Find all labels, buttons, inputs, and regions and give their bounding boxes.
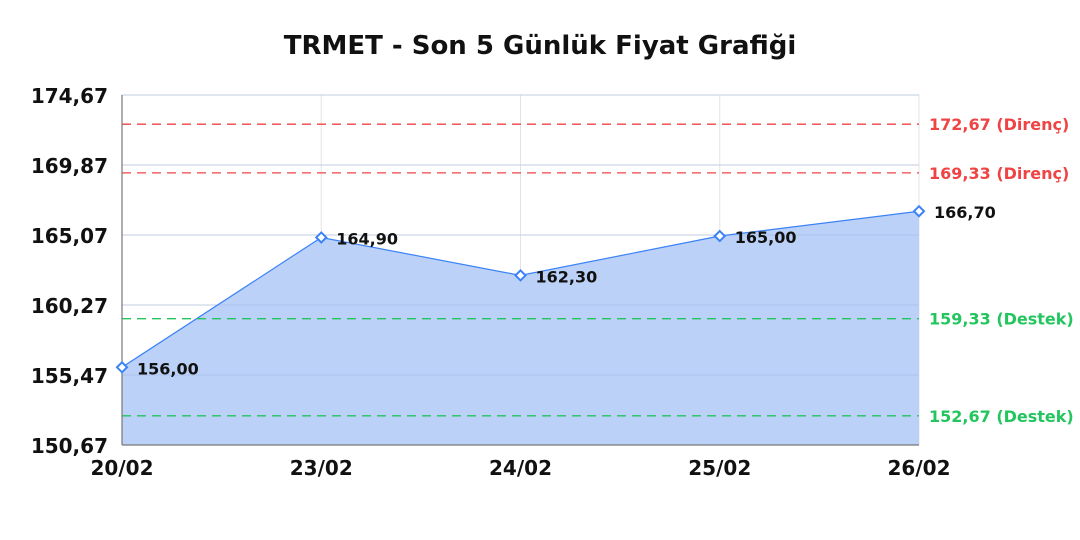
x-tick-label: 20/02 <box>91 456 154 480</box>
data-label: 164,90 <box>336 229 398 248</box>
data-point <box>115 360 129 374</box>
y-tick-label: 169,87 <box>31 154 108 178</box>
y-tick-label: 174,67 <box>31 84 108 108</box>
y-tick-label: 150,67 <box>31 434 108 458</box>
reference-label: 169,33 (Direnç) <box>929 164 1069 183</box>
data-label: 162,30 <box>536 267 598 286</box>
data-point <box>514 268 527 282</box>
x-tick-label: 25/02 <box>688 456 751 480</box>
area-fill <box>122 211 919 445</box>
data-label: 156,00 <box>137 359 199 378</box>
y-tick-label: 160,27 <box>31 294 108 318</box>
data-point <box>314 231 328 244</box>
reference-label: 159,33 (Destek) <box>929 310 1074 329</box>
data-point <box>713 229 727 243</box>
data-label: 165,00 <box>735 228 797 247</box>
chart-title: TRMET - Son 5 Günlük Fiyat Grafiği <box>284 31 797 61</box>
reference-label: 152,67 (Destek) <box>929 407 1074 426</box>
x-tick-label: 26/02 <box>888 456 951 480</box>
y-tick-label: 155,47 <box>31 364 108 388</box>
y-tick-label: 165,07 <box>31 224 108 248</box>
x-tick-label: 23/02 <box>290 456 353 480</box>
reference-label: 172,67 (Direnç) <box>929 115 1069 134</box>
data-point <box>912 204 926 218</box>
x-tick-label: 24/02 <box>489 456 552 480</box>
data-label: 166,70 <box>934 203 996 222</box>
